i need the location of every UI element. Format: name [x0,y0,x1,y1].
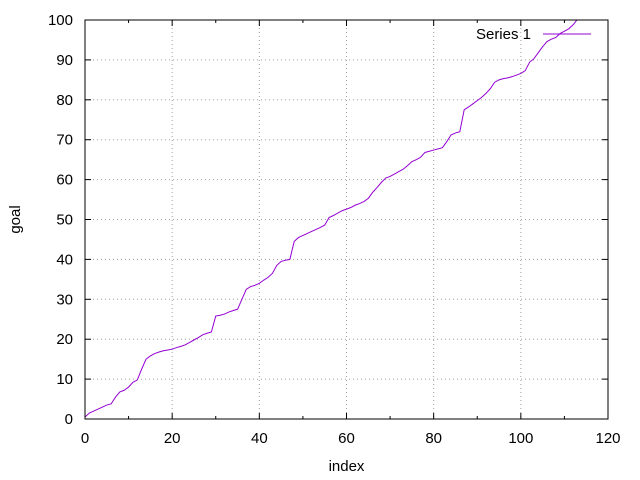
y-tick-label: 70 [56,132,73,149]
y-tick-label: 0 [65,411,73,428]
y-tick-label: 20 [56,331,73,348]
y-tick-label: 10 [56,371,73,388]
x-tick-label: 40 [251,430,268,447]
x-tick-label: 20 [164,430,181,447]
y-tick-label: 80 [56,92,73,109]
legend-label: Series 1 [476,26,531,43]
x-tick-label: 120 [595,430,620,447]
y-axis-label: goal [7,205,24,233]
x-tick-label: 100 [508,430,533,447]
x-axis-label: index [329,458,365,475]
y-tick-label: 50 [56,212,73,229]
tick-labels: 0 20 40 60 80 100 120 0 10 20 30 40 50 60 70 80 90 100 [48,12,621,447]
legend: Series 1 [476,26,591,43]
x-tick-label: 60 [338,430,355,447]
x-tick-label: 80 [425,430,442,447]
series-line [85,20,578,418]
y-tick-label: 40 [56,251,73,268]
series-lines [85,20,578,418]
grid [85,20,608,419]
y-tick-label: 60 [56,172,73,189]
y-tick-label: 90 [56,52,73,69]
y-tick-label: 100 [48,12,73,29]
y-tick-label: 30 [56,291,73,308]
x-tick-label: 0 [81,430,89,447]
plot-frame [84,19,609,420]
